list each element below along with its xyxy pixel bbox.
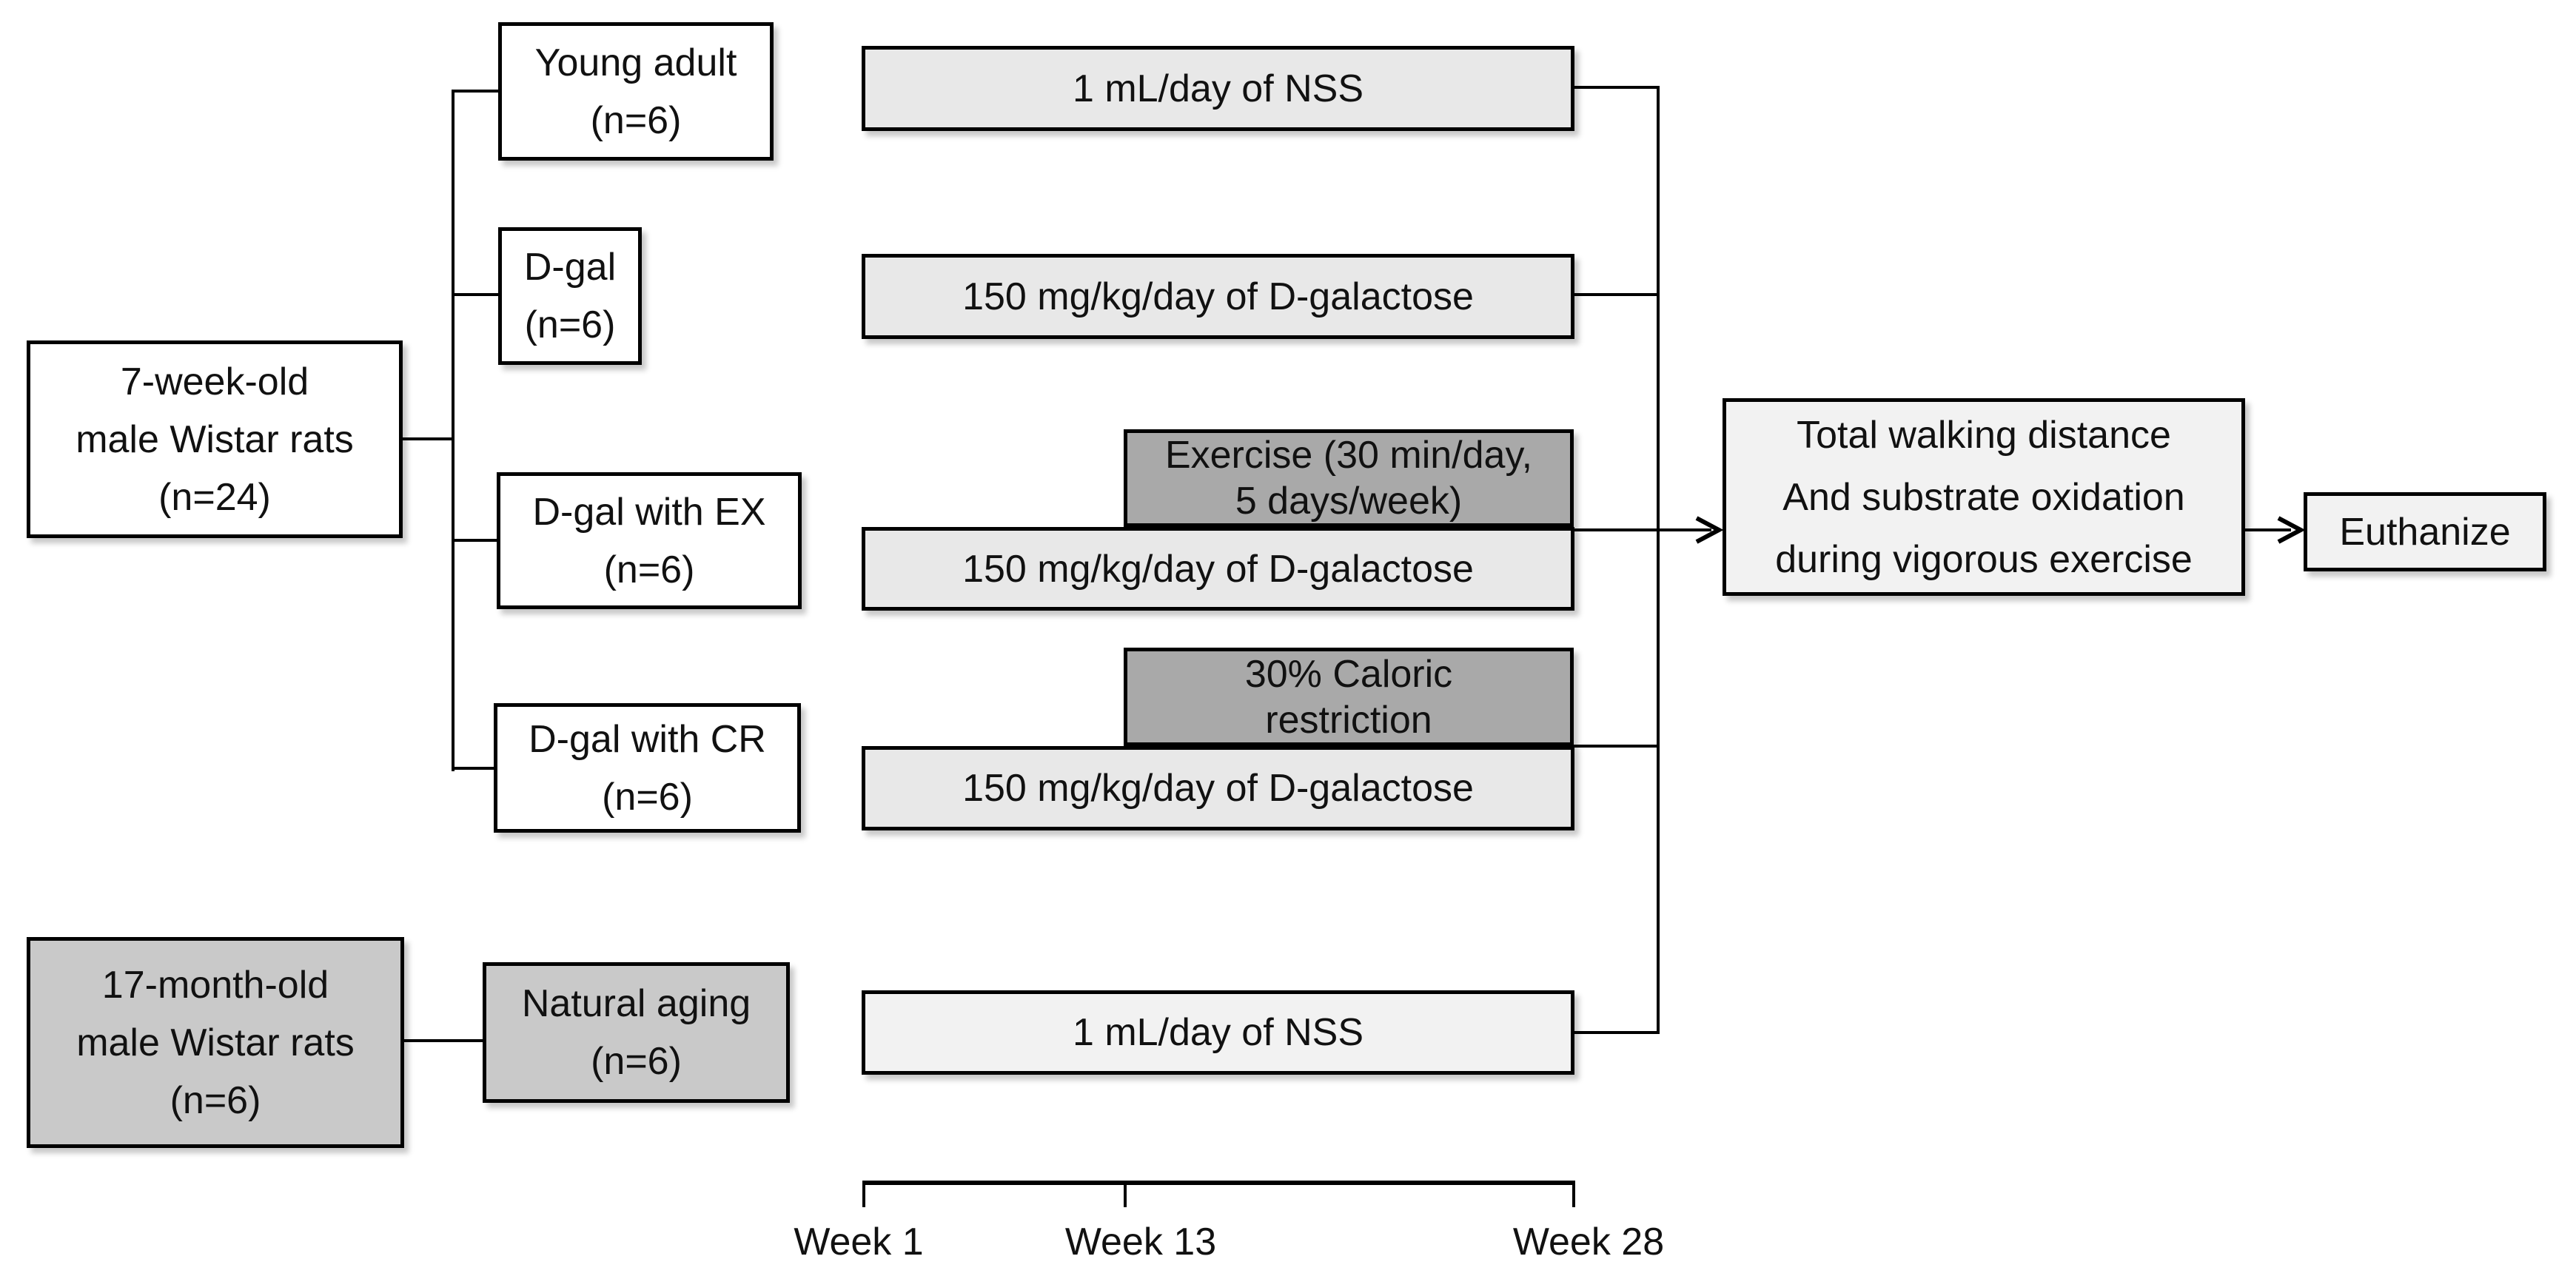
group-box-dgal-with-ex: D-gal with EX (n=6) (497, 472, 802, 609)
treatment-line: 5 days/week) (1235, 480, 1463, 523)
timeline-tick-week13 (1124, 1181, 1127, 1207)
group-box-dgal: D-gal (n=6) (498, 227, 642, 365)
outcome-line: Total walking distance (1797, 413, 2171, 457)
group-line: (n=6) (591, 1040, 682, 1083)
connector-right-trunk (1657, 86, 1660, 1034)
treatment-line: restriction (1265, 698, 1432, 742)
cohort-line: 7-week-old (120, 360, 309, 403)
treatment-bar-nss-natural-aging: 1 mL/day of NSS (862, 990, 1574, 1075)
outcome-line: during vigorous exercise (1775, 537, 2193, 581)
group-line: D-gal with CR (529, 717, 766, 761)
connector-row2-to-trunk (1574, 293, 1660, 296)
connector-aged-to-natural-aging (404, 1039, 483, 1042)
group-box-young-adult: Young adult (n=6) (498, 22, 774, 161)
connector-outcome-to-euthanize (2245, 528, 2291, 531)
group-box-dgal-with-cr: D-gal with CR (n=6) (494, 703, 801, 833)
timeline-label-week1: Week 1 (794, 1221, 924, 1263)
timeline-label-week13: Week 13 (1064, 1221, 1217, 1263)
treatment-bar-dgal: 150 mg/kg/day of D-galactose (862, 254, 1574, 339)
outcome-box-walking-distance: Total walking distance And substrate oxi… (1723, 398, 2245, 596)
connector-stub-young-adult (452, 90, 498, 93)
group-line: D-gal with EX (532, 490, 766, 534)
connector-cohort-to-trunk (403, 437, 453, 440)
timeline-tick-week1 (862, 1181, 865, 1207)
treatment-bar-dgal-cr: 150 mg/kg/day of D-galactose (862, 746, 1574, 830)
group-line: (n=6) (524, 303, 616, 346)
connector-left-trunk (452, 90, 455, 771)
timeline-tick-week28 (1572, 1181, 1575, 1207)
connector-row4-to-trunk (1574, 745, 1660, 748)
group-box-natural-aging: Natural aging (n=6) (483, 962, 790, 1103)
group-line: (n=6) (590, 98, 682, 142)
cohort-box-17-month-old: 17-month-old male Wistar rats (n=6) (27, 937, 404, 1148)
treatment-bar-caloric-restriction: 30% Caloric restriction (1124, 648, 1574, 746)
arrowhead-right-icon (2277, 516, 2305, 544)
connector-row1-to-trunk (1574, 86, 1660, 89)
connector-stub-dgal (452, 293, 498, 296)
cohort-line: (n=24) (158, 475, 271, 519)
treatment-line: 30% Caloric (1244, 652, 1453, 696)
arrowhead-right-icon (1695, 516, 1723, 544)
cohort-line: male Wistar rats (76, 1021, 355, 1064)
cohort-line: male Wistar rats (76, 417, 354, 461)
group-line: Natural aging (521, 982, 751, 1025)
treatment-label: 1 mL/day of NSS (1072, 1011, 1364, 1054)
timeline-axis-line (862, 1181, 1575, 1185)
group-line: Young adult (534, 41, 737, 84)
group-line: (n=6) (603, 548, 695, 591)
cohort-line: (n=6) (170, 1078, 261, 1122)
group-line: (n=6) (602, 775, 693, 819)
outcome-line: And substrate oxidation (1782, 475, 2185, 519)
treatment-line: Exercise (30 min/day, (1164, 434, 1533, 477)
treatment-bar-nss-young-adult: 1 mL/day of NSS (862, 46, 1574, 131)
connector-row3-to-outcome (1574, 528, 1711, 531)
treatment-label: 150 mg/kg/day of D-galactose (962, 547, 1474, 591)
treatment-label: 150 mg/kg/day of D-galactose (962, 767, 1474, 810)
cohort-line: 17-month-old (101, 963, 329, 1007)
connector-row5-to-trunk (1574, 1031, 1660, 1034)
treatment-bar-dgal-ex: 150 mg/kg/day of D-galactose (862, 527, 1574, 611)
timeline-label-week28: Week 28 (1512, 1221, 1665, 1263)
group-line: D-gal (523, 246, 617, 289)
euthanize-label: Euthanize (2339, 510, 2511, 554)
connector-stub-dgal-cr (452, 767, 494, 770)
treatment-bar-exercise: Exercise (30 min/day, 5 days/week) (1124, 429, 1574, 527)
treatment-label: 150 mg/kg/day of D-galactose (962, 275, 1474, 318)
connector-stub-dgal-ex (452, 539, 497, 542)
euthanize-box: Euthanize (2304, 492, 2546, 571)
cohort-box-7-week-old: 7-week-old male Wistar rats (n=24) (27, 340, 403, 538)
treatment-label: 1 mL/day of NSS (1072, 67, 1364, 110)
